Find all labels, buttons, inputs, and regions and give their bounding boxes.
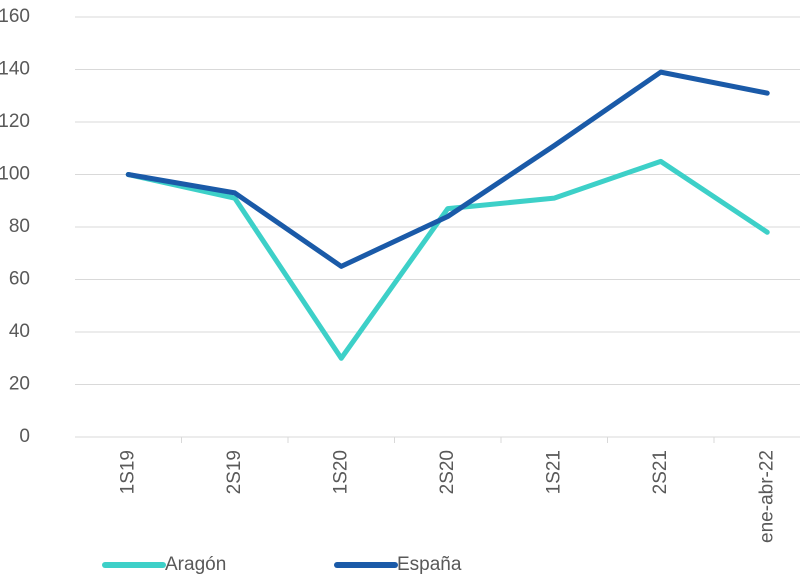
y-tick-label: 100 (0, 164, 30, 185)
x-tick-label: 2S21 (650, 450, 671, 494)
legend-label: Aragón (165, 554, 226, 575)
x-tick-label: 1S21 (543, 450, 564, 494)
series-line (125, 69, 770, 269)
x-tick-label: 1S19 (117, 450, 138, 494)
y-tick-label: 0 (19, 426, 30, 447)
legend-label: España (397, 554, 462, 575)
y-tick-label: 80 (9, 216, 30, 237)
y-tick-label: 160 (0, 6, 30, 27)
y-tick-label: 140 (0, 59, 30, 80)
x-tick-label: 2S19 (224, 450, 245, 494)
y-tick-label: 20 (9, 374, 30, 395)
series-line (125, 158, 770, 361)
y-tick-label: 120 (0, 111, 30, 132)
x-tick-label: 2S20 (437, 450, 458, 494)
x-tick-label: 1S20 (330, 450, 351, 494)
x-tick-label: ene-abr-22 (756, 450, 777, 543)
y-tick-label: 40 (9, 321, 30, 342)
y-tick-label: 60 (9, 269, 30, 290)
